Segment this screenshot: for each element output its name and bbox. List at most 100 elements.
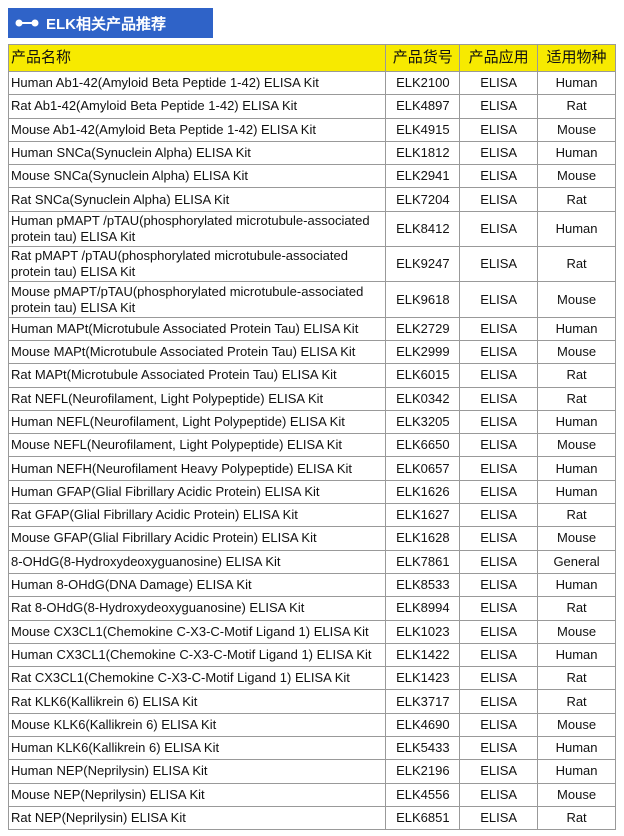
column-header: 产品货号 [386,45,461,72]
table-row: Rat SNCa(Synuclein Alpha) ELISA Kit ELK72… [9,188,616,212]
table-cell: ELISA [460,760,539,784]
table-cell: ELISA [460,340,539,365]
table-cell: Rat CX3CL1(Chemokine C-X3-C-Motif Ligand… [9,667,387,691]
table-cell: ELK2941 [386,165,461,189]
table-cell: ELISA [460,783,539,807]
table-cell: ELISA [460,667,539,691]
table-cell: ELISA [460,504,539,528]
table-cell: ELISA [460,527,539,551]
table-cell: Rat SNCa(Synuclein Alpha) ELISA Kit [9,188,387,212]
table-cell: ELISA [460,643,539,668]
table-cell: ELK1422 [386,643,461,668]
table-cell: ELISA [460,434,539,458]
banner: ELK相关产品推荐 [8,8,213,38]
table-row: Mouse Ab1-42(Amyloid Beta Peptide 1-42) … [9,118,616,142]
table-cell: Mouse [538,118,616,142]
table-cell: Mouse [538,620,616,644]
table-cell: Rat NEFL(Neurofilament, Light Polypeptid… [9,387,387,411]
table-cell: ELISA [460,550,539,574]
table-row: Mouse pMAPT/pTAU(phosphorylated microtub… [9,282,616,318]
table-cell: Mouse MAPt(Microtubule Associated Protei… [9,340,387,365]
table-cell: ELISA [460,713,539,738]
table-cell: ELISA [460,211,539,248]
table-cell: Mouse [538,527,616,551]
table-cell: ELISA [460,95,539,119]
table-row: Mouse SNCa(Synuclein Alpha) ELISA Kit ELK… [9,165,616,189]
table-cell: ELISA [460,247,539,283]
table-cell: Human [538,72,616,96]
table-cell: ELISA [460,72,539,96]
table-cell: ELISA [460,188,539,212]
table-row: Human NEFH(Neurofilament Heavy Polypepti… [9,457,616,481]
table-cell: Rat [538,247,616,283]
table-cell: ELISA [460,118,539,142]
table-row: Rat GFAP(Glial Fibrillary Acidic Protein… [9,504,616,528]
table-row: Rat pMAPT /pTAU(phosphorylated microtubu… [9,247,616,283]
table-cell: Rat [538,690,616,714]
table-cell: Mouse GFAP(Glial Fibrillary Acidic Prote… [9,527,387,551]
table-row: Rat NEFL(Neurofilament, Light Polypeptid… [9,387,616,411]
table-cell: ELK0657 [386,457,461,481]
table-cell: ELK6015 [386,364,461,388]
table-cell: Rat 8-OHdG(8-Hydroxydeoxyguanosine) ELIS… [9,597,387,621]
table-cell: ELK1626 [386,480,461,505]
table-cell: Human [538,211,616,248]
table-cell: ELK6650 [386,434,461,458]
table-cell: Rat [538,597,616,621]
table-row: Mouse CX3CL1(Chemokine C-X3-C-Motif Liga… [9,620,616,644]
banner-title: ELK相关产品推荐 [46,15,167,33]
table-row: Human pMAPT /pTAU(phosphorylated microtu… [9,211,616,248]
table-cell: ELK1627 [386,504,461,528]
table-cell: Human pMAPT /pTAU(phosphorylated microtu… [9,211,387,248]
product-table: 产品名称 产品货号 产品应用 适用物种 Human Ab1-42(Amyloid Bet… [8,44,616,831]
table-cell: Rat [538,387,616,411]
table-cell: Rat NEP(Neprilysin) ELISA Kit [9,806,387,831]
table-cell: ELISA [460,480,539,505]
table-cell: ELISA [460,690,539,714]
table-cell: Human [538,410,616,435]
table-cell: Human GFAP(Glial Fibrillary Acidic Prote… [9,480,387,505]
table-cell: Rat GFAP(Glial Fibrillary Acidic Protein… [9,504,387,528]
table-row: Mouse MAPt(Microtubule Associated Protei… [9,340,616,365]
table-cell: Mouse [538,783,616,807]
table-cell: Rat Ab1-42(Amyloid Beta Peptide 1-42) EL… [9,95,387,119]
table-cell: Human 8-OHdG(DNA Damage) ELISA Kit [9,573,387,598]
table-row: 8-OHdG(8-Hydroxydeoxyguanosine) ELISA Ki… [9,550,616,574]
table-cell: ELK2100 [386,72,461,96]
table-cell: Human CX3CL1(Chemokine C-X3-C-Motif Liga… [9,643,387,668]
table-cell: ELISA [460,317,539,341]
table-cell: ELK4690 [386,713,461,738]
column-header: 产品名称 [9,45,387,72]
table-cell: Human MAPt(Microtubule Associated Protei… [9,317,387,341]
table-row: Human NEP(Neprilysin) ELISA Kit ELK2196 EL… [9,760,616,784]
table-cell: Human [538,760,616,784]
table-cell: Rat [538,806,616,831]
table-cell: ELK2729 [386,317,461,341]
table-cell: ELISA [460,457,539,481]
table-cell: ELISA [460,806,539,831]
table-cell: ELK1812 [386,141,461,166]
table-cell: Human NEFL(Neurofilament, Light Polypept… [9,410,387,435]
table-cell: ELK2196 [386,760,461,784]
table-cell: Mouse SNCa(Synuclein Alpha) ELISA Kit [9,165,387,189]
table-row: Human 8-OHdG(DNA Damage) ELISA Kit ELK853… [9,573,616,598]
banner-icon [15,19,39,27]
table-cell: Mouse [538,340,616,365]
column-header: 产品应用 [460,45,539,72]
table-cell: Rat [538,364,616,388]
table-cell: Human [538,457,616,481]
table-cell: ELK8412 [386,211,461,248]
table-cell: Mouse Ab1-42(Amyloid Beta Peptide 1-42) … [9,118,387,142]
table-row: Mouse KLK6(Kallikrein 6) ELISA Kit ELK469… [9,713,616,738]
table-cell: ELK4556 [386,783,461,807]
table-cell: Rat [538,667,616,691]
table-cell: ELISA [460,573,539,598]
table-cell: ELK8533 [386,573,461,598]
table-cell: ELK2999 [386,340,461,365]
table-cell: ELK4897 [386,95,461,119]
table-row: Rat Ab1-42(Amyloid Beta Peptide 1-42) EL… [9,95,616,119]
table-cell: ELISA [460,597,539,621]
table-row: Mouse NEP(Neprilysin) ELISA Kit ELK4556 EL… [9,783,616,807]
table-cell: ELK1023 [386,620,461,644]
